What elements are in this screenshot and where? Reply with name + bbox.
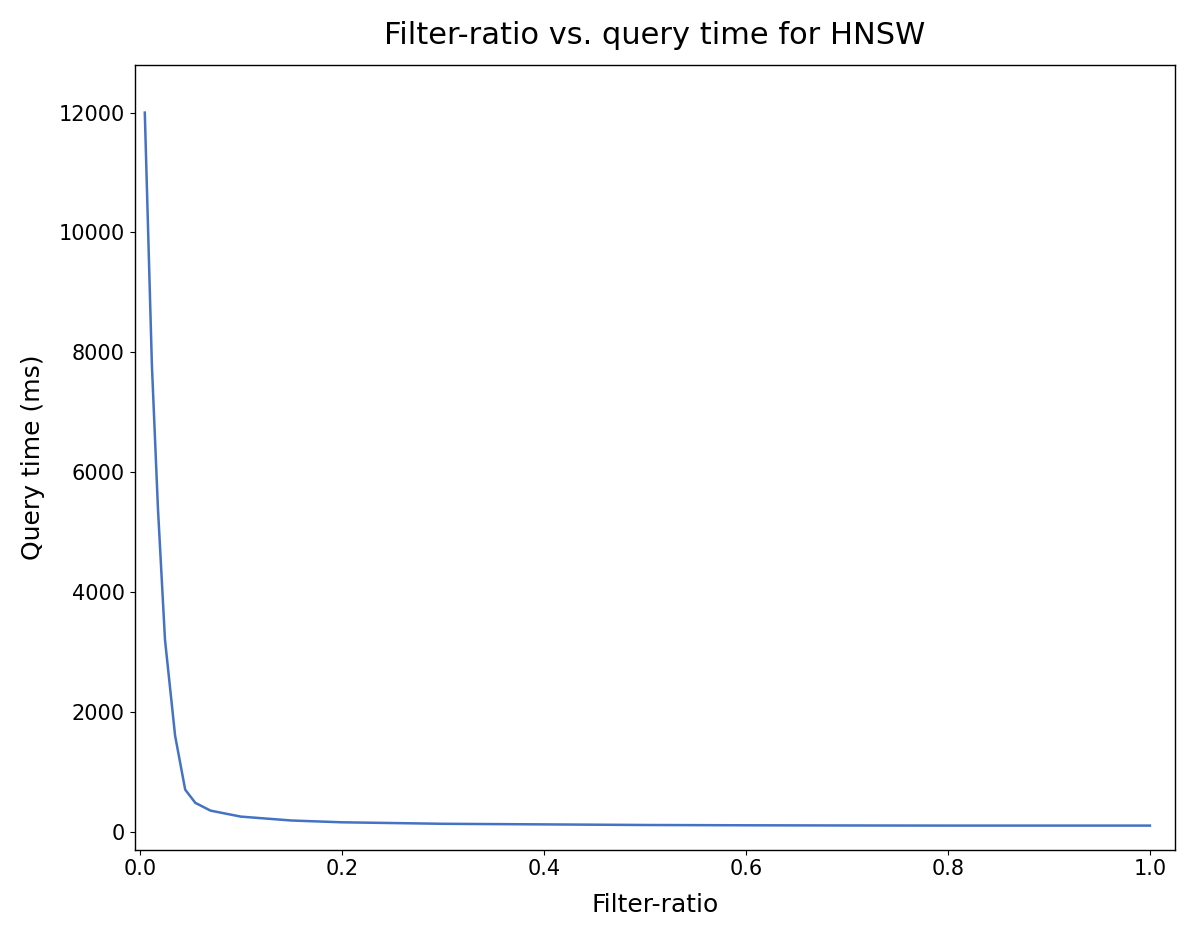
X-axis label: Filter-ratio: Filter-ratio: [591, 893, 719, 917]
Title: Filter-ratio vs. query time for HNSW: Filter-ratio vs. query time for HNSW: [384, 21, 926, 50]
Y-axis label: Query time (ms): Query time (ms): [20, 355, 44, 560]
